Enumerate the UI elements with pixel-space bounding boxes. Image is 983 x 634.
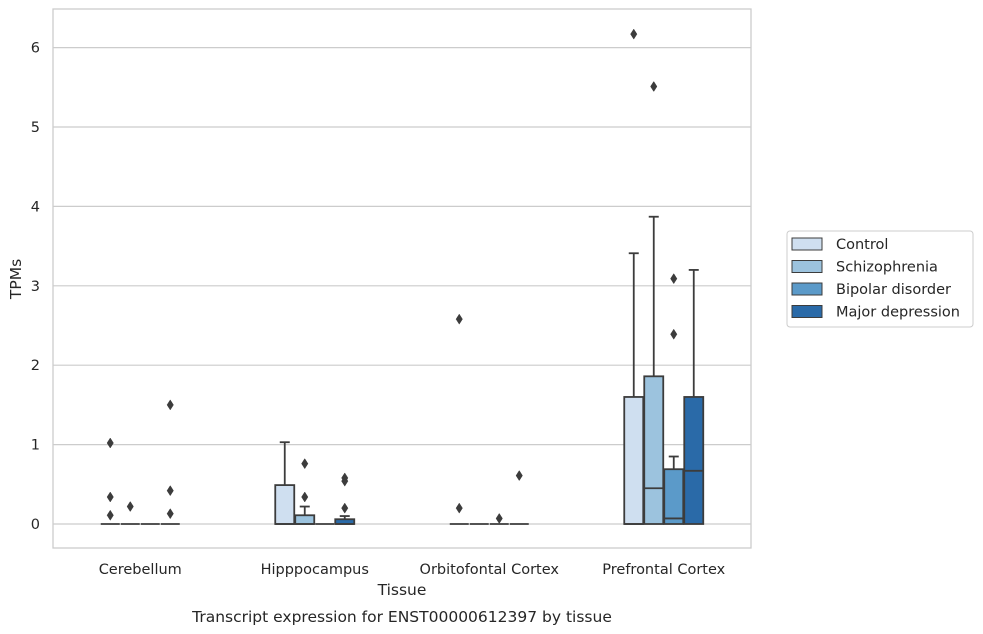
box-control [623, 28, 645, 525]
box-body [623, 396, 645, 525]
legend-label: Major depression [836, 305, 960, 321]
gridlines [53, 46, 751, 525]
outlier-point [455, 313, 463, 325]
box-body [683, 396, 705, 525]
box-control [274, 441, 296, 525]
box-schizophrenia [294, 458, 316, 525]
boxes [100, 28, 705, 525]
y-tick-label: 1 [31, 438, 40, 454]
outlier-point [341, 502, 349, 514]
box-major-depression [683, 269, 705, 525]
box-schizophrenia [120, 501, 140, 525]
legend-label: Bipolar disorder [836, 282, 951, 298]
legend: Control Schizophrenia Bipolar disorder Majo… [786, 230, 974, 328]
legend-swatch [791, 260, 823, 273]
y-tick-label: 6 [31, 41, 40, 57]
x-tick-label: Orbitofontal Cortex [420, 562, 560, 578]
outlier-point [670, 328, 678, 340]
outlier-point [455, 502, 463, 514]
box-control [100, 437, 120, 525]
outlier-point [126, 501, 134, 512]
x-axis-label: Tissue [377, 581, 427, 599]
legend-swatch [791, 237, 823, 251]
box-body [274, 484, 296, 525]
legend-label: Schizophrenia [836, 260, 938, 276]
y-tick-label: 4 [31, 199, 40, 215]
legend-swatch [791, 305, 823, 318]
y-tick-label: 0 [31, 517, 40, 533]
box-body [294, 514, 316, 525]
legend-swatch [791, 282, 823, 296]
outlier-point [106, 491, 114, 503]
outlier-point [670, 273, 678, 285]
box-bipolar-disorder [489, 512, 509, 525]
box-major-depression [160, 399, 180, 525]
box-control [449, 313, 469, 525]
outlier-point [301, 458, 309, 470]
y-tick-labels: 0 1 2 3 4 5 6 [31, 41, 40, 533]
outlier-point [630, 28, 638, 40]
legend-frame [786, 230, 974, 328]
y-tick-label: 2 [31, 358, 40, 374]
legend-label: Control [836, 237, 888, 253]
box-bipolar-disorder [663, 273, 685, 525]
outlier-point [166, 399, 174, 411]
y-tick-label: 3 [31, 279, 40, 295]
box-body [643, 375, 665, 525]
x-tick-label: Prefrontal Cortex [602, 562, 725, 578]
box-major-depression [334, 472, 356, 525]
plot-area-frame [52, 8, 752, 549]
outlier-point [301, 491, 309, 503]
x-tick-labels: Cerebellum Hipppocampus Orbitofontal Corte… [99, 562, 726, 578]
box-major-depression [509, 470, 529, 525]
box-schizophrenia [643, 81, 665, 525]
x-tick-label: Hipppocampus [261, 562, 369, 578]
y-tick-label: 5 [31, 120, 40, 136]
outlier-point [106, 437, 114, 449]
y-axis-label: TPMs [7, 259, 25, 300]
outlier-point [341, 475, 349, 487]
legend-items: Control Schizophrenia Bipolar disorder Majo… [791, 237, 960, 321]
outlier-point [515, 470, 523, 482]
outlier-point [106, 509, 114, 521]
chart-caption: Transcript expression for ENST0000061239… [191, 608, 612, 626]
x-tick-label: Cerebellum [99, 562, 182, 578]
outlier-point [166, 508, 174, 520]
box-body [663, 468, 685, 525]
outlier-point [166, 485, 174, 497]
outlier-point [650, 81, 658, 92]
outlier-point [495, 512, 503, 524]
